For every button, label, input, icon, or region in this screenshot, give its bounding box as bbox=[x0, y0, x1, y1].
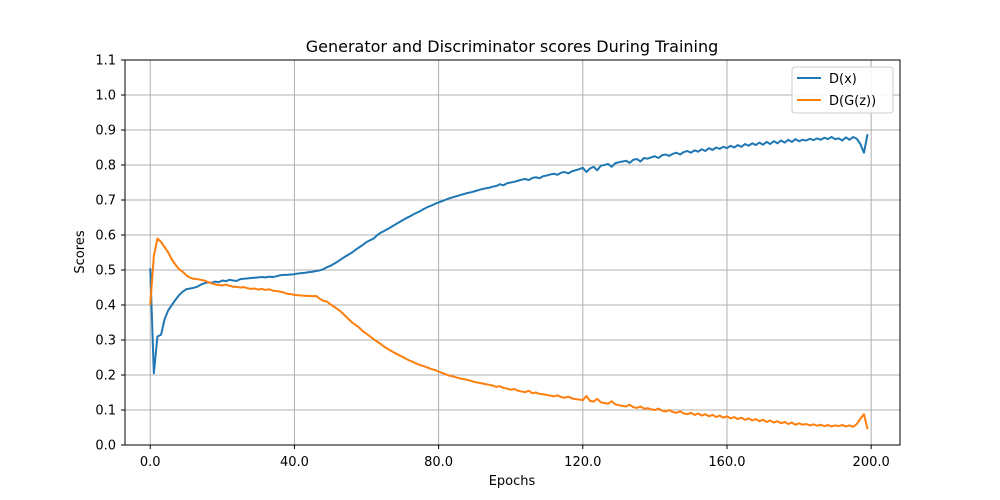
legend: D(x) D(G(z)) bbox=[791, 66, 894, 114]
y-tick-label: 0.3 bbox=[95, 334, 116, 349]
x-tick-label: 200.0 bbox=[853, 455, 890, 470]
y-tick-label: 0.0 bbox=[95, 439, 116, 454]
y-tick-label: 0.1 bbox=[95, 404, 116, 419]
series-line-dgz bbox=[149, 237, 869, 430]
y-tick-label: 0.8 bbox=[95, 159, 116, 174]
series-line-dx bbox=[149, 134, 869, 375]
chart-title: Generator and Discriminator scores Durin… bbox=[306, 37, 719, 56]
y-tick-label: 0.5 bbox=[95, 264, 116, 279]
x-tick-label: 40.0 bbox=[280, 455, 309, 470]
y-tick-label: 1.0 bbox=[95, 89, 116, 104]
y-tick-label: 1.1 bbox=[95, 54, 116, 69]
x-tick-label: 0.0 bbox=[140, 455, 161, 470]
y-tick-label: 0.2 bbox=[95, 369, 116, 384]
series-lines bbox=[149, 134, 869, 430]
y-tick-label: 0.6 bbox=[95, 229, 116, 244]
y-tick-label: 0.9 bbox=[95, 124, 116, 139]
x-tick-label: 120.0 bbox=[564, 455, 601, 470]
legend-label: D(x) bbox=[829, 72, 857, 87]
plot-frame bbox=[124, 59, 901, 446]
y-axis: 0.0 0.1 0.2 0.3 0.4 0.5 0.6 0.7 0.8 0.9 1.0 1.1 bbox=[95, 54, 125, 454]
legend-label: D(G(z)) bbox=[829, 94, 876, 109]
x-axis: 0.0 40.0 80.0 120.0 160.0 200.0 bbox=[140, 445, 890, 470]
y-tick-label: 0.7 bbox=[95, 194, 116, 209]
grid bbox=[125, 59, 900, 446]
x-tick-label: 160.0 bbox=[708, 455, 745, 470]
y-tick-label: 0.4 bbox=[95, 299, 116, 314]
y-axis-title: Scores bbox=[73, 230, 88, 273]
x-tick-label: 80.0 bbox=[424, 455, 453, 470]
x-axis-title: Epochs bbox=[489, 474, 536, 489]
